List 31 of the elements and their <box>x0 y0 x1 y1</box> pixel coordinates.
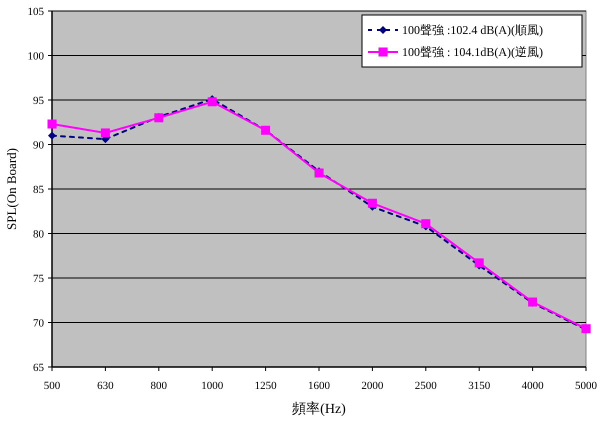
x-tick-label: 1250 <box>254 380 278 392</box>
y-tick-label: 70 <box>33 317 44 330</box>
x-tick-label: 2500 <box>414 380 438 392</box>
point <box>48 132 56 140</box>
y-tick-label: 80 <box>33 228 44 240</box>
x-tick-label: 1000 <box>201 380 224 392</box>
point <box>100 128 110 138</box>
x-tick-label: 630 <box>97 380 114 392</box>
x-tick-label: 500 <box>44 380 61 392</box>
x-tick-label: 4000 <box>522 380 544 392</box>
legend-label: 100聲強 :102.4 dB(A)(順風) <box>402 23 543 38</box>
x-tick-label: 3150 <box>468 380 491 392</box>
point <box>368 198 377 208</box>
point <box>208 97 217 106</box>
y-axis-title: SPL(On Board) <box>4 148 19 230</box>
y-tick-label: 95 <box>33 94 44 107</box>
point <box>474 258 484 268</box>
x-tick-label: 1600 <box>308 380 330 392</box>
x-axis-title: 頻率(Hz) <box>292 401 346 417</box>
point <box>48 120 56 129</box>
point <box>421 219 430 228</box>
y-tick-label: 90 <box>33 139 44 152</box>
y-tick-label: 65 <box>33 362 44 374</box>
y-tick-label: 100 <box>28 50 44 62</box>
x-tick-label: 2000 <box>361 380 384 392</box>
y-tick-label: 105 <box>28 6 44 18</box>
x-tick-label: 800 <box>150 380 168 392</box>
y-tick-label: 75 <box>33 272 44 285</box>
x-tick-label: 5000 <box>575 380 598 392</box>
y-tick-label: 85 <box>33 184 44 196</box>
legend-label: 100聲強 : 104.1dB(A)(逆風) <box>402 45 543 60</box>
